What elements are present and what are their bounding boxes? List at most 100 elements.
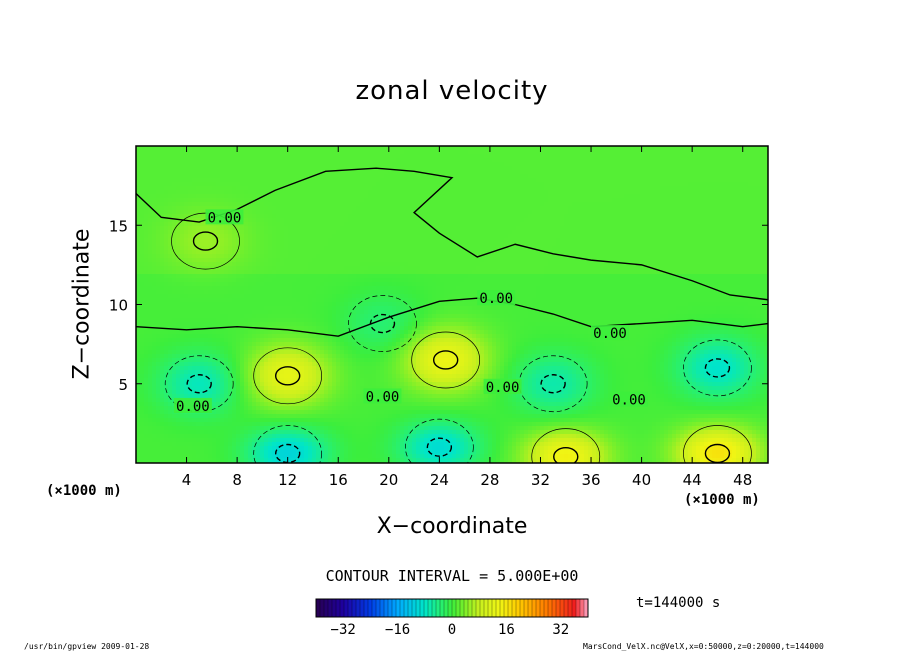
- colorbar-cell: [556, 599, 561, 617]
- x-unit-left: (×1000 m): [46, 483, 122, 499]
- contour-line: [274, 366, 301, 386]
- contour-line: [253, 425, 323, 463]
- colorbar-cell: [564, 599, 569, 617]
- y-tick-label: 5: [118, 376, 128, 394]
- colorbar-cell: [328, 599, 333, 617]
- x-tick-label: 24: [430, 471, 449, 489]
- colorbar-cell: [448, 599, 453, 617]
- colorbar-cell: [376, 599, 381, 617]
- colorbar-cell: [440, 599, 445, 617]
- colorbar-cell: [360, 599, 365, 617]
- contour-line: [253, 347, 323, 405]
- colorbar-cell: [332, 599, 337, 617]
- contour-line: [683, 425, 752, 463]
- y-tick-label: 10: [109, 297, 128, 315]
- x-tick-label: 32: [531, 471, 550, 489]
- y-axis-label: Z−coordinate: [69, 228, 95, 380]
- colorbar-cell: [548, 599, 553, 617]
- x-tick-label: 36: [581, 471, 600, 489]
- colorbar-cell: [400, 599, 405, 617]
- colorbar-cell: [576, 599, 581, 617]
- colorbar-cell: [484, 599, 489, 617]
- colorbar-cell: [352, 599, 357, 617]
- colorbar-cell: [396, 599, 401, 617]
- contour-label: 0.00: [612, 393, 646, 409]
- colorbar-cell: [436, 599, 441, 617]
- colorbar-cell: [584, 599, 589, 617]
- colorbar-cell: [456, 599, 461, 617]
- colorbar-cell: [316, 599, 321, 617]
- colorbar-cell: [404, 599, 409, 617]
- colorbar-cell: [496, 599, 501, 617]
- colorbar-frame: [315, 598, 589, 618]
- colorbar-cell: [348, 599, 353, 617]
- x-axis-label: X−coordinate: [376, 514, 528, 539]
- colorbar-cell: [524, 599, 529, 617]
- contour-interval-label: CONTOUR INTERVAL = 5.000E+00: [325, 567, 579, 585]
- colorbar-cell: [408, 599, 413, 617]
- colorbar-cell: [372, 599, 377, 617]
- colorbar-cell: [384, 599, 389, 617]
- x-tick-label: 40: [632, 471, 651, 489]
- contour-line: [540, 374, 566, 394]
- colorbar-cell: [392, 599, 397, 617]
- colorbar-cell: [568, 599, 573, 617]
- colorbar-cell: [528, 599, 533, 617]
- x-tick-label: 12: [278, 471, 297, 489]
- colorbar-cell: [468, 599, 473, 617]
- colorbar-cell: [444, 599, 449, 617]
- footer-left: /usr/bin/gpview 2009-01-28: [24, 642, 150, 651]
- y-tick-label: 15: [109, 217, 128, 235]
- colorbar-cell: [512, 599, 517, 617]
- colorbar-cell: [552, 599, 557, 617]
- contour-line: [405, 418, 474, 463]
- colorbar-cell: [492, 599, 497, 617]
- colorbar-cell: [344, 599, 349, 617]
- footer-right: MarsCond_VelX.nc@VelX,x=0:50000,z=0:2000…: [583, 642, 824, 651]
- contour-line: [192, 231, 219, 251]
- x-unit-right: (×1000 m): [684, 492, 760, 508]
- contour-label: 0.00: [486, 380, 520, 396]
- colorbar-cell: [320, 599, 325, 617]
- colorbar-cell: [460, 599, 465, 617]
- colorbar-cell: [452, 599, 457, 617]
- colorbar-cell: [508, 599, 513, 617]
- contour-line: [348, 295, 417, 352]
- colorbar-cell: [520, 599, 525, 617]
- contour-line: [553, 446, 579, 463]
- colorbar-cell: [428, 599, 433, 617]
- colorbar-cell: [544, 599, 549, 617]
- contour-line: [432, 350, 459, 370]
- colorbar-cell: [488, 599, 493, 617]
- colorbar-cell: [480, 599, 485, 617]
- colorbar-cell: [412, 599, 417, 617]
- colorbar-cell: [388, 599, 393, 617]
- colorbar-cell: [532, 599, 537, 617]
- colorbar-cell: [380, 599, 385, 617]
- colorbar-cell: [340, 599, 345, 617]
- colorbar-cell: [476, 599, 481, 617]
- colorbar-tick-label: −32: [330, 622, 356, 638]
- time-label: t=144000 s: [636, 595, 721, 611]
- x-tick-label: 44: [683, 471, 702, 489]
- colorbar-cell: [472, 599, 477, 617]
- colorbar-tick-label: −16: [384, 622, 411, 638]
- contour-line: [531, 428, 601, 463]
- colorbar-tick-label: 32: [552, 622, 570, 638]
- colorbar-cell: [336, 599, 341, 617]
- colorbar-cell: [500, 599, 505, 617]
- colorbar-cell: [464, 599, 469, 617]
- colorbar-cell: [580, 599, 585, 617]
- colorbar-tick-label: 0: [447, 622, 457, 638]
- x-tick-label: 28: [480, 471, 499, 489]
- contour-line: [411, 331, 481, 389]
- colorbar-cell: [540, 599, 545, 617]
- colorbar-cell: [368, 599, 373, 617]
- x-tick-label: 48: [733, 471, 752, 489]
- x-tick-label: 16: [329, 471, 348, 489]
- colorbar-cell: [416, 599, 421, 617]
- x-tick-label: 8: [232, 471, 242, 489]
- colorbar-cell: [516, 599, 521, 617]
